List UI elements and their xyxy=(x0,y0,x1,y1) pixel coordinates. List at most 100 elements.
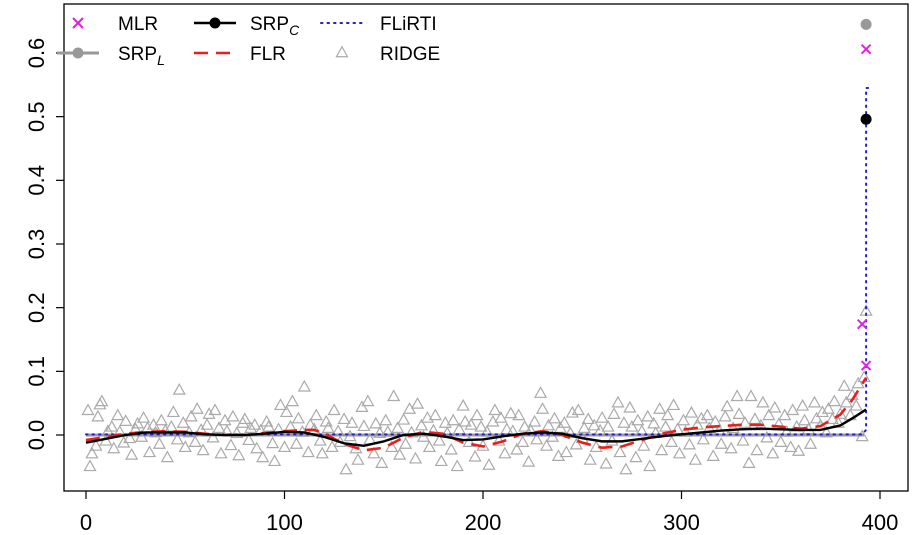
ridge-point xyxy=(206,430,220,443)
ridge-point xyxy=(277,440,292,453)
legend-item-srp_c: SRPC xyxy=(194,14,300,38)
legend-key-mlr xyxy=(72,17,84,29)
ridge-point xyxy=(202,407,216,419)
ridge-point xyxy=(327,403,341,416)
ridge-point xyxy=(297,379,311,392)
ridge-point xyxy=(166,405,180,418)
ridge-point xyxy=(393,447,407,460)
ridge-point xyxy=(510,442,524,455)
ridge-point xyxy=(361,394,375,407)
ridge-point xyxy=(821,402,835,414)
ridge-point xyxy=(339,462,353,475)
y-tick-label: 0.0 xyxy=(24,420,49,451)
ridge-point xyxy=(265,436,280,449)
x-tick-label: 0 xyxy=(80,510,92,535)
ridge-point xyxy=(792,444,806,456)
ridge-point xyxy=(446,413,460,426)
ridge-point xyxy=(744,389,758,402)
ridge-point xyxy=(279,405,294,418)
ridge-point xyxy=(736,433,750,446)
ridge-point xyxy=(131,416,145,429)
legend-label: FLR xyxy=(250,44,286,65)
ridge-point xyxy=(464,418,478,430)
ridge-point xyxy=(230,426,244,439)
ridge-point xyxy=(242,433,256,446)
ridge-point xyxy=(533,386,548,398)
legend-item-mlr: MLR xyxy=(72,14,158,35)
ridge-point xyxy=(706,449,720,461)
ridge-point xyxy=(684,405,699,418)
mlr-cross-stroke xyxy=(860,43,872,55)
ridge-point xyxy=(111,408,125,421)
ridge-point xyxy=(726,421,740,433)
ridge-point xyxy=(345,416,359,428)
ridge-point xyxy=(291,411,306,424)
ridge-point xyxy=(391,421,405,433)
ridge-point xyxy=(125,447,139,460)
ridge-point xyxy=(200,418,214,430)
ridge-point xyxy=(748,412,762,425)
ridge-point xyxy=(529,432,544,445)
ridge-point xyxy=(599,456,613,469)
ridge-point xyxy=(428,408,442,421)
legend-label: SRPL xyxy=(118,44,165,68)
ridge-point xyxy=(643,459,657,472)
ridge-point xyxy=(492,433,506,446)
ridge-point xyxy=(444,442,458,455)
ridge-point xyxy=(837,379,851,391)
ridge-point xyxy=(581,412,595,425)
ridge-point xyxy=(250,441,264,454)
legend-label: MLR xyxy=(118,14,158,35)
ridge-point xyxy=(91,409,105,422)
ridge-point xyxy=(351,453,365,465)
ridge-point xyxy=(488,403,502,416)
ridge-point xyxy=(238,412,252,425)
ridge-point xyxy=(750,443,764,456)
ridge-point xyxy=(369,416,383,429)
ridge-point xyxy=(807,395,822,408)
y-tick-label: 0.3 xyxy=(24,229,49,260)
ridge-point xyxy=(541,418,556,431)
ridge-point xyxy=(176,416,190,428)
ridge-point xyxy=(819,425,834,438)
ridge-point xyxy=(664,435,679,447)
ridge-point xyxy=(559,445,573,458)
ridge-point xyxy=(410,397,425,409)
ridge-point xyxy=(851,376,865,389)
ridge-point xyxy=(547,411,562,424)
mlr-point xyxy=(856,319,868,330)
ridge-point xyxy=(756,395,770,408)
ridge-point xyxy=(647,416,661,429)
ridge-point xyxy=(375,456,389,468)
ridge-point xyxy=(659,419,673,432)
ridge-point xyxy=(387,389,401,402)
x-tick-label: 400 xyxy=(862,510,899,535)
ridge-point xyxy=(456,398,470,411)
ridge-point xyxy=(367,446,381,459)
ridge-point xyxy=(762,408,776,421)
ridge-point xyxy=(420,411,435,423)
mlr-cross-stroke xyxy=(860,360,872,371)
ridge-point xyxy=(232,448,246,461)
ridge-point xyxy=(539,439,554,451)
legend-label: SRPC xyxy=(250,14,300,38)
ridge-point xyxy=(414,418,429,431)
ridge-point xyxy=(583,453,597,465)
legend-key-dot xyxy=(72,47,84,59)
legend-label: RIDGE xyxy=(380,44,440,65)
axes: 0 100 200 300 400 0.0 0.1 0.2 0.3 0.4 0.5 0.6 xyxy=(24,38,898,535)
ridge-point xyxy=(398,437,413,449)
ridge-point xyxy=(105,419,119,432)
ridge-point xyxy=(273,398,288,411)
ridge-point xyxy=(214,446,228,459)
ridge-point xyxy=(285,394,300,407)
ridge-point xyxy=(512,408,526,421)
ridge-point xyxy=(309,408,323,421)
ridge-point xyxy=(571,403,585,416)
ridge-point xyxy=(565,405,579,418)
ridge-point xyxy=(119,414,133,426)
ridge-point xyxy=(262,419,276,432)
ridge-point xyxy=(611,395,625,408)
ridge-point xyxy=(786,403,800,416)
ridge-point xyxy=(184,409,198,422)
